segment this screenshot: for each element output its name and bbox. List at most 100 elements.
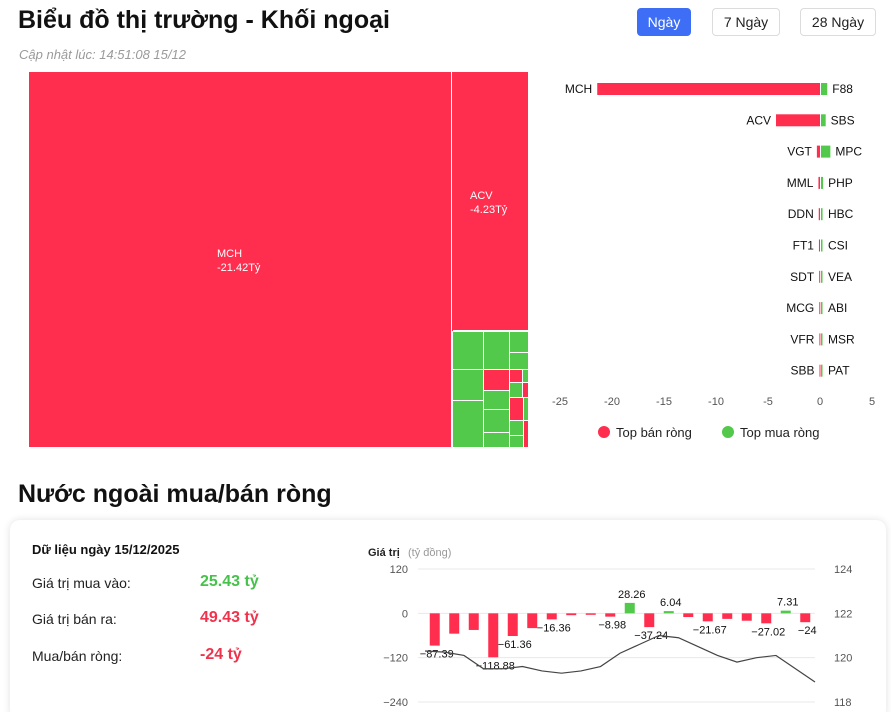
net-value: -24 tỷ (200, 646, 242, 663)
sell-symbol-label: SBB (790, 364, 814, 378)
x-tick-label: 5 (869, 396, 875, 408)
treemap-cell[interactable] (483, 432, 510, 448)
net-bar-label: −27.02 (751, 626, 785, 638)
treemap-cell[interactable] (523, 397, 529, 421)
section-title: Nước ngoài mua/bán ròng (18, 480, 332, 508)
sell-bar (816, 145, 820, 158)
buy-label: Giá trị mua vào: (32, 575, 131, 591)
sell-bar (819, 270, 821, 283)
tab-28-days[interactable]: 28 Ngày (800, 8, 876, 36)
sell-symbol-label: FT1 (793, 239, 815, 253)
buy-symbol-label: MPC (835, 145, 862, 159)
treemap-cell[interactable] (483, 369, 510, 391)
treemap-cell[interactable] (452, 369, 484, 401)
right-tick-label: 120 (834, 653, 852, 665)
buy-bar (821, 333, 823, 346)
sell-bar (818, 176, 820, 189)
net-bar (663, 611, 674, 614)
treemap-cell-mch[interactable] (29, 72, 452, 447)
net-bar-label: −37.24 (634, 630, 668, 642)
page-title: Biểu đồ thị trường - Khối ngoại (18, 6, 390, 34)
right-tick-label: 124 (834, 564, 852, 576)
right-tick-label: 118 (834, 697, 852, 709)
legend-sell-label: Top bán ròng (616, 425, 692, 440)
buy-symbol-label: VEA (828, 270, 852, 284)
treemap-cell[interactable] (452, 400, 484, 448)
buy-symbol-label: ABI (828, 301, 847, 315)
treemap-cell[interactable] (509, 435, 525, 448)
buy-bar (821, 270, 823, 283)
sell-symbol-label: MCG (786, 301, 814, 315)
right-tick-label: 122 (834, 608, 852, 620)
net-flow-chart: Giá trị (tỷ đồng)1200−120−240124122120118… (368, 547, 852, 709)
buy-symbol-label: PAT (828, 364, 850, 378)
tab-day[interactable]: Ngày (637, 8, 691, 36)
legend-sell-swatch (598, 426, 610, 438)
top-net-chart: MCH F88 ACV SBS VGT MPC MML PHP DDN HBC FT1 CSI SDT V… (552, 82, 875, 440)
net-bar (429, 613, 440, 646)
y-axis-title: Giá trị (368, 547, 400, 559)
treemap-cell[interactable] (522, 369, 529, 383)
y-axis-unit: (tỷ đồng) (408, 547, 451, 559)
net-bar (468, 613, 479, 630)
x-tick-label: -10 (708, 396, 724, 408)
net-bar (585, 613, 596, 615)
treemap: MCH -21.42Tỷ ACV -4.23Tỷ (29, 72, 529, 448)
net-bar (449, 613, 460, 634)
sell-bar (819, 333, 821, 346)
buy-bar (821, 302, 823, 315)
sell-bar (818, 208, 820, 221)
treemap-value: -4.23Tỷ (470, 204, 508, 216)
treemap-cell[interactable] (483, 390, 510, 410)
buy-symbol-label: HBC (828, 207, 854, 221)
net-bar (546, 613, 557, 620)
net-bar (566, 613, 577, 616)
buy-symbol-label: CSI (828, 239, 848, 253)
sell-symbol-label: MCH (565, 82, 592, 96)
buy-symbol-label: SBS (831, 113, 855, 127)
treemap-cell[interactable] (509, 369, 523, 383)
legend-buy-label: Top mua ròng (740, 425, 820, 440)
treemap-symbol: MCH (217, 248, 243, 260)
net-bar-label: −61.36 (498, 639, 532, 651)
left-tick-label: 120 (390, 564, 408, 576)
net-bar-label: −87.39 (420, 649, 454, 661)
treemap-cell[interactable] (452, 331, 484, 370)
sell-symbol-label: VGT (787, 145, 812, 159)
net-bar-label: −118.88 (476, 660, 515, 672)
tab-7-days[interactable]: 7 Ngày (712, 8, 780, 36)
treemap-cell-acv[interactable] (453, 72, 528, 331)
treemap-value: -21.42Tỷ (217, 262, 261, 274)
sell-bar (776, 114, 820, 127)
sell-symbol-label: VFR (790, 332, 814, 346)
net-bar-label: −24 (798, 625, 817, 637)
net-bar (644, 613, 655, 628)
treemap-cell[interactable] (509, 352, 529, 370)
treemap-cell[interactable] (509, 397, 525, 421)
treemap-cell[interactable] (509, 331, 529, 353)
left-tick-label: −240 (383, 697, 408, 709)
net-bar (488, 613, 499, 658)
last-updated: Cập nhật lúc: 14:51:08 15/12 (19, 47, 186, 62)
treemap-cell[interactable] (483, 409, 510, 433)
net-bar (605, 613, 616, 617)
treemap-cell[interactable] (523, 420, 529, 448)
sell-symbol-label: DDN (788, 207, 814, 221)
buy-value: 25.43 tỷ (200, 573, 259, 590)
buy-bar (821, 239, 823, 252)
legend-buy-swatch (722, 426, 734, 438)
net-bar (507, 613, 518, 637)
buy-bar (821, 114, 826, 127)
net-bar (624, 602, 635, 614)
treemap-cell[interactable] (522, 382, 529, 398)
treemap-cell[interactable] (483, 331, 510, 370)
x-tick-label: -20 (604, 396, 620, 408)
buy-symbol-label: PHP (828, 176, 853, 190)
treemap-symbol: ACV (470, 190, 493, 202)
net-bar-label: −21.67 (693, 624, 727, 636)
sell-label: Giá trị bán ra: (32, 611, 117, 627)
treemap-cell[interactable] (509, 382, 523, 398)
buy-bar (821, 364, 823, 377)
sell-bar (597, 83, 820, 95)
treemap-cell[interactable] (509, 420, 525, 436)
